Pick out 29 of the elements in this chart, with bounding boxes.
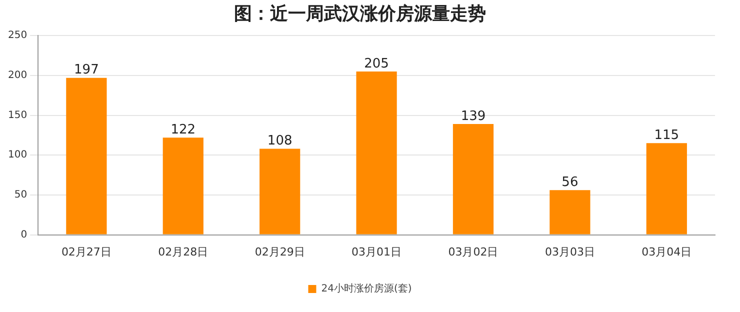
y-tick-label: 100 (8, 150, 28, 161)
x-tick-label: 03月01日 (352, 245, 402, 258)
y-tick-label: 150 (8, 110, 28, 121)
data-label: 205 (364, 56, 389, 72)
data-label: 122 (170, 122, 196, 138)
x-tick-label: 02月28日 (158, 245, 208, 258)
data-label: 56 (562, 175, 578, 190)
chart-title: 图：近一周武汉涨价房源量走势 (234, 3, 486, 24)
y-tick-label: 250 (8, 30, 28, 42)
x-tick-label: 03月04日 (642, 245, 692, 258)
y-tick-label: 200 (8, 70, 28, 82)
bar (260, 148, 300, 234)
bar (356, 71, 397, 234)
x-tick-label: 03月03日 (544, 245, 595, 258)
data-label: 197 (74, 62, 99, 78)
bar (162, 138, 204, 234)
bar (66, 78, 107, 234)
data-label: 115 (654, 128, 680, 144)
legend-label: 24小时涨价房源(套) (321, 282, 412, 295)
y-tick-label: 0 (20, 229, 28, 240)
data-label: 108 (267, 134, 292, 149)
x-tick-label: 02月27日 (61, 245, 112, 258)
data-label: 139 (460, 108, 486, 124)
x-tick-label: 03月02日 (448, 245, 498, 258)
bar (550, 190, 590, 234)
y-tick-label: 50 (14, 190, 28, 201)
bar (452, 124, 494, 234)
x-tick-label: 02月29日 (254, 245, 305, 258)
bar (646, 143, 687, 234)
